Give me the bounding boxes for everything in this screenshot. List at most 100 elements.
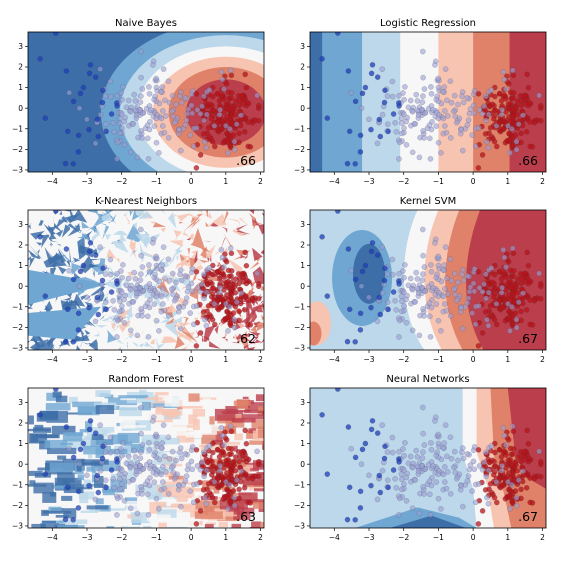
y-tick-label: 0 [300, 104, 305, 113]
data-point [513, 502, 520, 509]
data-point [447, 256, 454, 262]
data-point [185, 106, 192, 112]
data-point [86, 126, 92, 133]
data-point [200, 487, 207, 493]
data-point [475, 343, 482, 349]
data-point [158, 444, 164, 451]
data-point [225, 150, 231, 156]
data-point [500, 69, 507, 75]
data-point [218, 481, 224, 488]
data-point [493, 123, 500, 129]
data-point [514, 467, 521, 474]
data-point [194, 481, 200, 487]
data-point [458, 483, 465, 489]
data-point [224, 492, 231, 499]
data-point [472, 499, 479, 506]
data-point [500, 125, 506, 132]
data-point [210, 93, 216, 100]
data-point [492, 93, 498, 100]
data-point [485, 322, 492, 329]
data-point [188, 280, 195, 287]
data-point [118, 268, 124, 274]
data-point [346, 128, 353, 135]
x-tick-label: −4 [329, 177, 340, 186]
data-point [161, 129, 168, 136]
data-point [103, 484, 109, 491]
data-point [218, 247, 225, 253]
data-point [451, 270, 458, 277]
data-point [178, 455, 185, 462]
data-point [76, 105, 83, 111]
panel-naive-bayes: −4 −3 −2 −1 0 1 2 −3 −2 −1 0 1 2 3 Naive Bayes .66 [12, 18, 265, 186]
data-point [92, 140, 99, 147]
data-point [357, 488, 364, 495]
data-point [206, 265, 213, 271]
data-point [529, 322, 536, 328]
data-point [114, 103, 120, 109]
data-point [211, 301, 218, 307]
data-point [230, 310, 237, 316]
data-point [170, 291, 177, 298]
data-point [465, 117, 472, 123]
data-point [227, 499, 233, 505]
data-point [505, 301, 511, 307]
x-tick-label: −2 [116, 177, 127, 186]
data-point [412, 121, 418, 127]
data-point [160, 108, 166, 114]
data-point [396, 156, 402, 162]
data-point [70, 339, 76, 345]
data-point [432, 62, 438, 68]
data-point [146, 84, 152, 90]
data-point [513, 146, 520, 153]
data-point [459, 93, 465, 100]
data-point [203, 322, 210, 329]
data-point [197, 466, 204, 473]
data-point [110, 120, 116, 126]
data-point [464, 478, 471, 484]
data-point [381, 99, 388, 106]
data-point [420, 226, 426, 233]
data-point [139, 442, 146, 448]
panel-kernel-svm: −4 −3 −2 −1 0 1 2 −3 −2 −1 0 1 2 3 Kernel SVM .67 [294, 196, 547, 364]
data-point [484, 316, 490, 323]
data-point [345, 246, 352, 252]
x-tick-label: −1 [433, 177, 444, 186]
data-point [217, 106, 223, 113]
data-point [401, 481, 407, 487]
x-tick-label: −2 [398, 177, 409, 186]
data-point [392, 476, 398, 482]
data-point [428, 91, 435, 97]
data-point [368, 126, 374, 133]
data-point [413, 447, 419, 454]
data-point [42, 115, 49, 121]
data-point [493, 301, 500, 307]
data-point [527, 475, 533, 481]
data-point [510, 250, 517, 257]
data-point [458, 305, 465, 311]
data-point [136, 285, 143, 291]
data-point [440, 115, 447, 122]
data-point [207, 457, 214, 464]
data-point [352, 517, 358, 523]
data-point [401, 125, 407, 131]
data-point [460, 455, 467, 462]
data-point [362, 262, 369, 269]
data-point [460, 325, 466, 332]
data-point [476, 303, 482, 309]
data-point [538, 280, 544, 287]
data-point [420, 93, 426, 99]
data-point [159, 262, 165, 268]
data-point [369, 240, 376, 246]
data-point [345, 68, 352, 74]
data-point [472, 143, 479, 150]
data-point [256, 117, 262, 124]
data-point [427, 313, 433, 320]
data-point [120, 84, 126, 90]
data-point [102, 93, 109, 99]
data-point [163, 113, 169, 119]
data-point [485, 467, 492, 474]
data-point [379, 111, 386, 118]
data-point [146, 91, 153, 97]
data-point [476, 125, 482, 131]
data-point [442, 244, 449, 250]
